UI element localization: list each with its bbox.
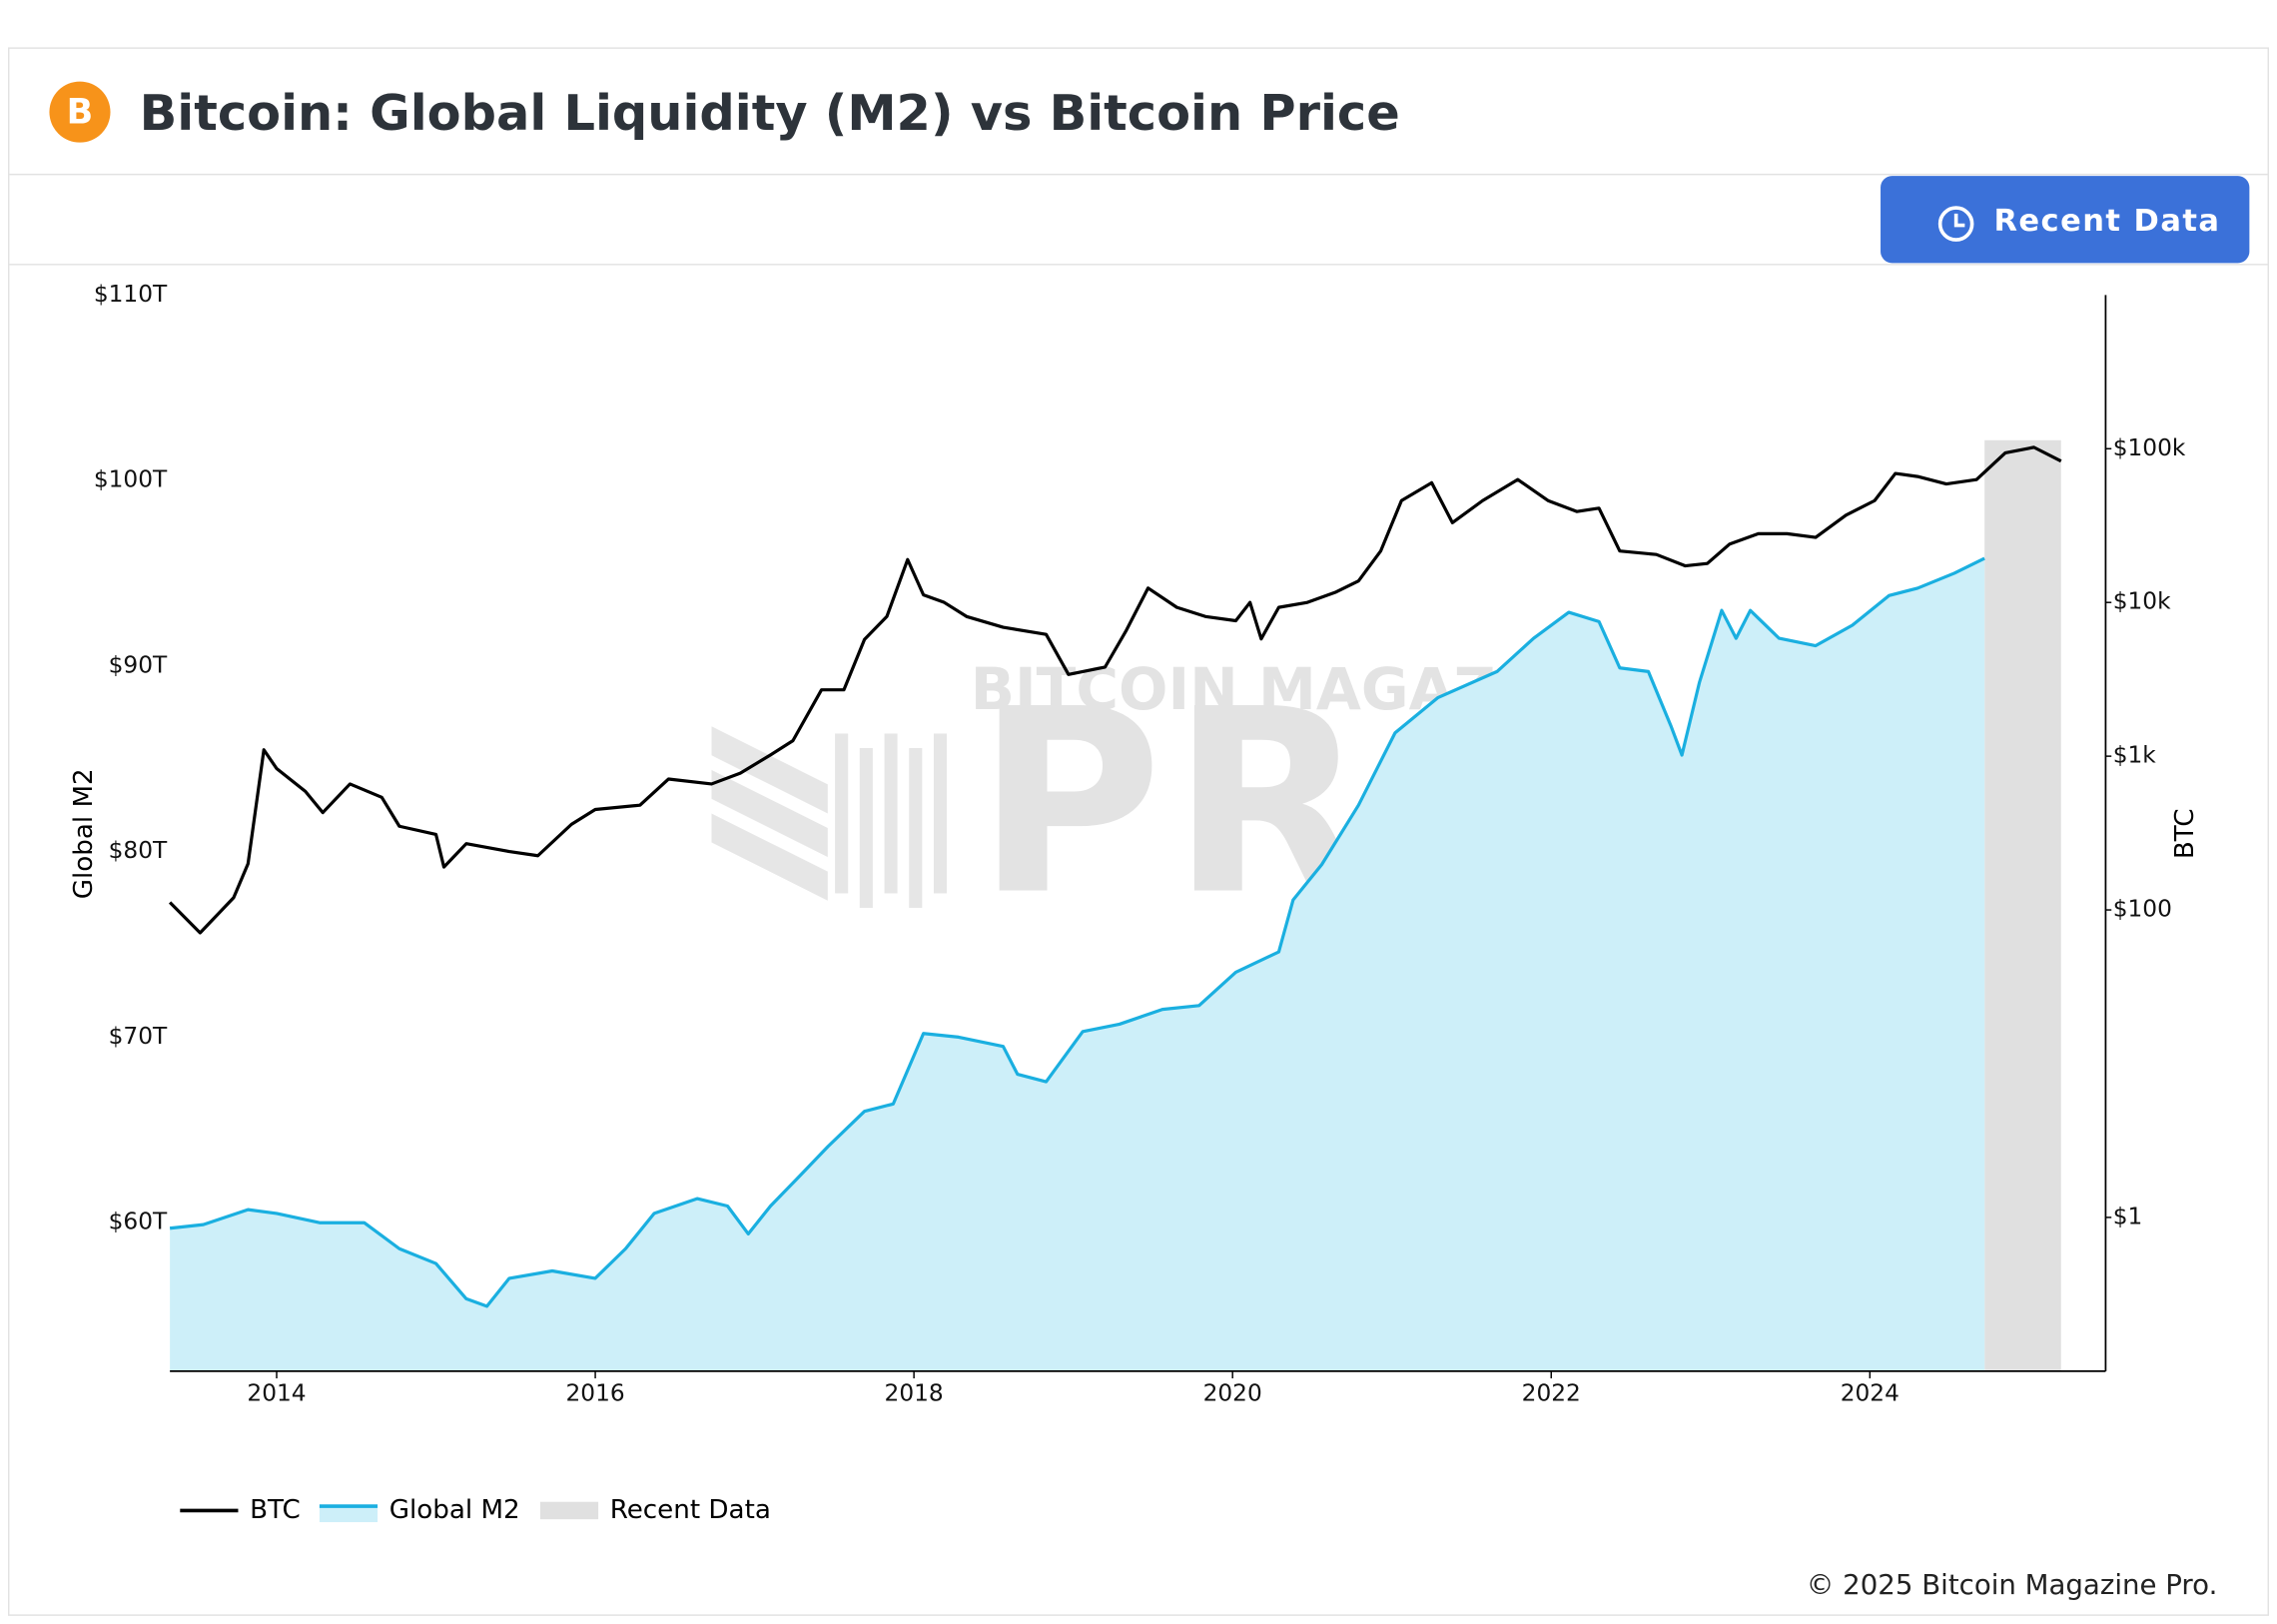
y2-tick-label: $1k: [2113, 742, 2157, 769]
x-tick-label: 2020: [1203, 1380, 1262, 1407]
y-tick-label: $90T: [109, 651, 168, 678]
line: [168, 445, 2062, 935]
watermark-bar: [884, 733, 898, 894]
watermark-bar: [933, 733, 948, 894]
watermark-stripe: [711, 769, 828, 858]
footer: © 2025 Bitcoin Magazine Pro.: [1807, 1568, 2218, 1601]
y2-tick-label: $1: [2113, 1203, 2143, 1229]
watermark-stripe: [711, 726, 828, 814]
watermark-bar: [859, 748, 873, 908]
x-tick-label: 2014: [247, 1380, 306, 1407]
x-tick-label: 2016: [565, 1380, 624, 1407]
svg-text:B: B: [67, 93, 94, 133]
y-tick-label: $110T: [94, 281, 168, 308]
watermark-bar: [835, 733, 849, 894]
y-tick-label: $80T: [109, 837, 168, 864]
legend-swatch: [539, 1501, 599, 1520]
y-tick-label: $70T: [109, 1023, 168, 1050]
legend-label: BTC: [250, 1495, 301, 1525]
y-tick-label: $60T: [109, 1209, 168, 1235]
x-tick-label: 2018: [885, 1380, 944, 1407]
watermark-logo: [711, 726, 948, 908]
watermark-bar: [909, 748, 923, 908]
y2-axis-title: BTC: [2170, 808, 2200, 859]
y2-tick-label: $100k: [2113, 434, 2186, 461]
x-tick-label: 2022: [1522, 1380, 1581, 1407]
y2-tick-label: $100: [2113, 896, 2172, 923]
bitcoin-icon: B: [49, 81, 111, 143]
legend-label: Recent Data: [610, 1495, 771, 1525]
button-label[interactable]: Recent Data: [1993, 204, 2220, 239]
watermark-stripe: [711, 813, 828, 901]
y-tick-label: $100T: [94, 466, 168, 493]
legend-label: Global M2: [389, 1495, 520, 1525]
recent-data-button[interactable]: Recent Data: [1881, 176, 2250, 264]
legend-swatch: [319, 1506, 379, 1523]
page-title: Bitcoin: Global Liquidity (M2) vs Bitcoi…: [140, 84, 1400, 142]
line: [169, 556, 1985, 1308]
recent-data-band: [1984, 439, 2061, 1371]
x-tick-label: 2024: [1841, 1380, 1899, 1407]
y2-tick-label: $10k: [2113, 588, 2171, 615]
area: [170, 558, 1985, 1371]
y-axis-title: Global M2: [69, 768, 99, 899]
